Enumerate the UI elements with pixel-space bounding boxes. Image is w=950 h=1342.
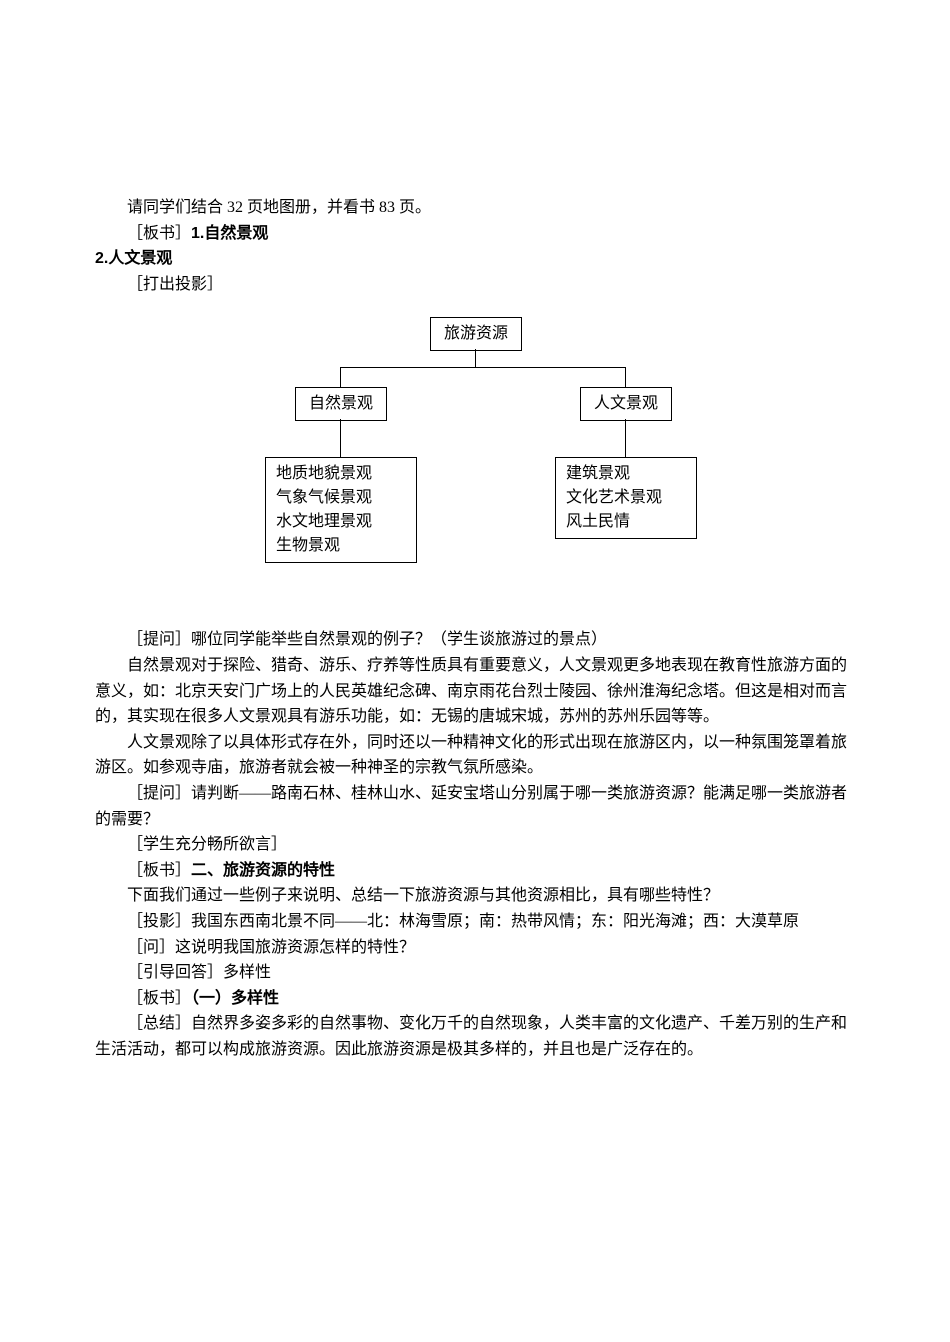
diagram-box-natural-items: 地质地貌景观 气象气候景观 水文地理景观 生物景观 [265,457,417,563]
body-para-1: 自然景观对于探险、猎奇、游乐、疗养等性质具有重要意义，人文景观更多地表现在教育性… [95,653,855,730]
diagram-cultural-item: 风土民情 [566,510,686,534]
diagram-box-cultural-items: 建筑景观 文化艺术景观 风土民情 [555,457,697,539]
diagram-line [625,367,626,387]
diagram-line [625,419,626,457]
diagram-cultural-item: 文化艺术景观 [566,486,686,510]
summary-para: ［总结］自然界多姿多彩的自然事物、变化万千的自然现象，人类丰富的文化遗产、千差万… [95,1011,855,1062]
diagram-natural-item: 水文地理景观 [276,510,406,534]
diagram-natural-item: 地质地貌景观 [276,462,406,486]
projector-cue-2: ［投影］我国东西南北景不同——北：林海雪原；南：热带风情；东：阳光海滩；西：大漠… [95,909,855,935]
diagram-natural-item: 气象气候景观 [276,486,406,510]
board-heading-3: （一）多样性 [191,990,279,1007]
diagram-natural-item: 生物景观 [276,534,406,558]
board-line-3: ［板书］（一）多样性 [95,986,855,1012]
board-item-2: 2.人文景观 [95,246,855,272]
intro-line: 请同学们结合 32 页地图册，并看书 83 页。 [95,195,855,221]
question-1: ［提问］哪位同学能举些自然景观的例子？（学生谈旅游过的景点） [95,627,855,653]
tourism-resources-diagram: 旅游资源 自然景观 人文景观 地质地貌景观 气象气候景观 水文地理景观 生物景观… [235,317,715,597]
board-prefix: ［板书］ [127,990,191,1007]
body-para-2: 人文景观除了以具体形式存在外，同时还以一种精神文化的形式出现在旅游区内，以一种氛… [95,730,855,781]
diagram-node-cultural: 人文景观 [580,387,672,421]
question-2: ［提问］请判断——路南石林、桂林山水、延安宝塔山分别属于哪一类旅游资源？能满足哪… [95,781,855,832]
board-heading-2: 二、旅游资源的特性 [191,862,335,879]
diagram-node-natural: 自然景观 [295,387,387,421]
diagram-line [340,367,341,387]
guided-answer: ［引导回答］多样性 [95,960,855,986]
board-line-2: ［板书］二、旅游资源的特性 [95,858,855,884]
board-item-1: 1.自然景观 [191,225,268,242]
document-page: 请同学们结合 32 页地图册，并看书 83 页。 ［板书］1.自然景观 2.人文… [0,0,950,1122]
projector-cue-1: ［打出投影］ [95,272,855,298]
diagram-cultural-item: 建筑景观 [566,462,686,486]
diagram-line [340,367,625,368]
diagram-line [475,349,476,367]
student-speak: ［学生充分畅所欲言］ [95,832,855,858]
question-3: ［问］这说明我国旅游资源怎样的特性？ [95,935,855,961]
board-prefix: ［板书］ [127,862,191,879]
diagram-line [340,419,341,457]
board-prefix: ［板书］ [127,225,191,242]
body-para-3: 下面我们通过一些例子来说明、总结一下旅游资源与其他资源相比，具有哪些特性？ [95,883,855,909]
diagram-root: 旅游资源 [430,317,522,351]
board-line-1: ［板书］1.自然景观 [95,221,855,247]
